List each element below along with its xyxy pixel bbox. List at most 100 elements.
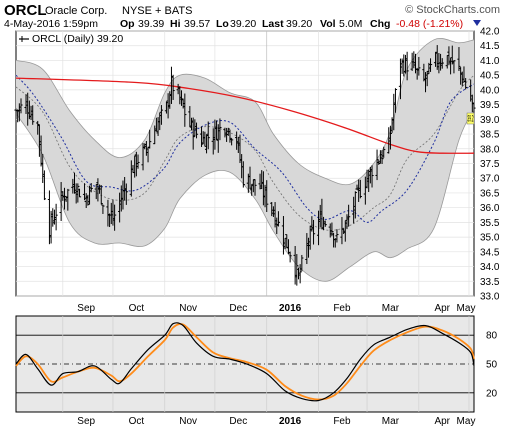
- oscillator-tick-label: 20: [486, 388, 498, 399]
- down-arrow-icon: [473, 20, 481, 26]
- ohlc-bar: [99, 185, 103, 205]
- ohlc-bar: [347, 204, 351, 227]
- price-tick-label: 42.0: [480, 27, 500, 38]
- ohlc-bar: [428, 58, 433, 72]
- quote-high-label: Hi: [170, 18, 181, 30]
- quote-change-value: -0.48 (-1.21%): [396, 18, 463, 30]
- ohlc-bar: [19, 98, 23, 114]
- ohlc-bar: [382, 146, 386, 158]
- price-axis-labels: 33.0 33.5 34.0 34.5 35.0 35.5 36.0 36.5 37.0 37.5…: [480, 27, 500, 303]
- ohlc-bar: [101, 204, 105, 214]
- ohlc-bar: [194, 122, 199, 139]
- ohlc-bar: [311, 219, 316, 245]
- price-x-tick-label: 2016: [279, 303, 302, 314]
- oscillator-x-tick-label: Mar: [382, 416, 400, 427]
- ohlc-bar: [265, 180, 269, 212]
- exchange-name: NYSE + BATS: [122, 5, 192, 17]
- price-x-tick-label: Dec: [229, 303, 247, 314]
- price-x-tick-label: Mar: [382, 303, 400, 314]
- price-tick-label: 36.0: [480, 203, 500, 214]
- ohlc-bar: [330, 222, 334, 237]
- ohlc-bar: [183, 93, 187, 127]
- ohlc-bar: [288, 251, 292, 263]
- price-tick-label: 38.5: [480, 130, 500, 141]
- price-tick-label: 33.5: [480, 277, 500, 288]
- price-tick-label: 34.5: [480, 247, 500, 258]
- price-tick-label: 41.5: [480, 41, 500, 52]
- price-tick-label: 40.5: [480, 71, 500, 82]
- ohlc-bar: [417, 56, 421, 76]
- ohlc-bar: [253, 179, 257, 196]
- watermark: © StockCharts.com: [405, 4, 500, 16]
- ohlc-bar: [300, 254, 304, 272]
- price-tick-label: 34.0: [480, 262, 500, 273]
- bollinger-band-area: [16, 38, 474, 282]
- ohlc-bar: [358, 179, 362, 199]
- price-tick-label: 37.0: [480, 174, 500, 185]
- symbol-title: ORCL: [4, 2, 47, 19]
- ohlc-bar: [148, 129, 152, 149]
- price-x-tick-label: Feb: [333, 303, 351, 314]
- ohlc-bar: [380, 150, 384, 165]
- quote-low-value: 39.20: [230, 18, 256, 30]
- quote-last-value: 39.20: [286, 18, 312, 30]
- ohlc-bar: [460, 71, 464, 87]
- oscillator-x-axis-labels: Sep Oct Nov Dec 2016 Feb Mar Apr May: [77, 416, 475, 427]
- sma20-line: [15, 74, 475, 223]
- ohlc-bar: [66, 188, 70, 211]
- ohlc-bar: [218, 118, 222, 141]
- ohlc-bar: [171, 74, 175, 100]
- ohlc-bar: [54, 203, 58, 231]
- ohlc-bar: [353, 191, 357, 219]
- quote-high-value: 39.57: [184, 18, 210, 30]
- ohlc-bar: [388, 125, 393, 150]
- oscillator-x-tick-label: Sep: [77, 416, 95, 427]
- price-tick-label: 37.5: [480, 159, 500, 170]
- price-x-tick-label: Nov: [179, 303, 197, 314]
- ohlc-bar: [191, 117, 195, 150]
- ohlc-bar: [323, 220, 327, 227]
- price-tick-label: 40.0: [480, 85, 500, 96]
- price-tick-label: 39.0: [480, 115, 500, 126]
- price-x-tick-label: Oct: [129, 303, 145, 314]
- ohlc-bar: [159, 105, 164, 125]
- oscillator-x-tick-label: 2016: [279, 416, 302, 427]
- last-price-tag-text: 39.2: [468, 114, 474, 124]
- price-tick-label: 36.5: [480, 188, 500, 199]
- ohlc-bar: [276, 211, 281, 227]
- ohlc-bar: [136, 154, 140, 169]
- oscillator-fast-line: [15, 322, 475, 402]
- price-tick-label: 39.5: [480, 100, 500, 111]
- ohlc-bar: [295, 254, 299, 286]
- quote-open-value: 39.39: [138, 18, 164, 30]
- ohlc-bar: [76, 183, 80, 203]
- bollinger-middle-line: [15, 74, 475, 231]
- ohlc-bar: [89, 183, 93, 193]
- price-x-tick-label: Sep: [77, 303, 95, 314]
- sma200-line: [15, 77, 475, 154]
- ohlc-bar: [42, 170, 47, 201]
- quote-volume-label: Vol: [320, 18, 336, 30]
- ohlc-bar: [36, 120, 40, 135]
- price-tick-label: 38.0: [480, 144, 500, 155]
- ohlc-bar: [464, 78, 468, 90]
- ohlc-bar: [77, 188, 82, 198]
- price-x-tick-label: May: [457, 303, 476, 314]
- ohlc-bar: [405, 51, 409, 81]
- price-x-tick-label: Apr: [434, 303, 450, 314]
- ohlc-bars: [14, 45, 476, 286]
- quote-low-label: Lo: [216, 18, 229, 30]
- quote-open-label: Op: [120, 18, 135, 30]
- oscillator-tick-label: 50: [486, 360, 498, 371]
- bollinger-lower-line: [15, 110, 475, 282]
- ohlc-bar: [393, 88, 398, 113]
- price-x-axis-labels: Sep Oct Nov Dec 2016 Feb Mar Apr May: [77, 303, 475, 314]
- ohlc-bar: [457, 47, 461, 72]
- price-tick-label: 41.0: [480, 56, 500, 67]
- company-name: Oracle Corp.: [45, 5, 107, 17]
- ohlc-bar: [375, 149, 379, 181]
- ohlc-bar: [113, 204, 117, 231]
- ohlc-bar: [298, 264, 302, 284]
